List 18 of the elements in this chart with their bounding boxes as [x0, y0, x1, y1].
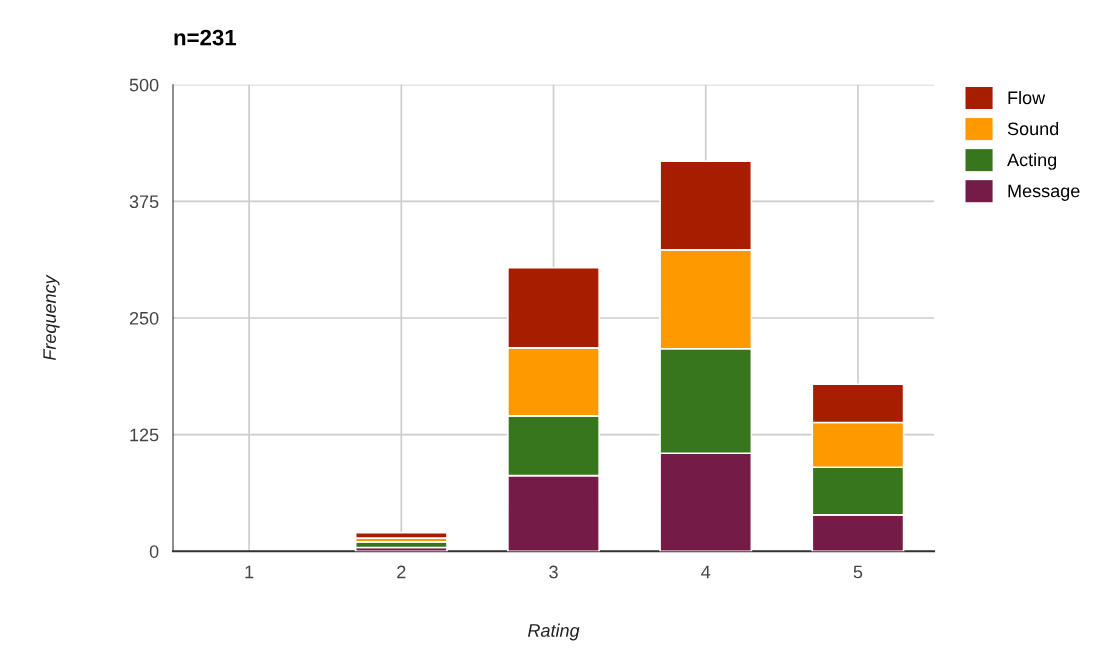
x-tick-label: 5	[853, 565, 863, 579]
legend-label: Message	[1008, 184, 1080, 201]
legend-label: Sound	[1007, 121, 1059, 136]
x-axis-title: Rating	[527, 623, 580, 641]
legend-label: Flow	[1008, 90, 1046, 105]
y-tick-label: 0	[149, 545, 159, 558]
x-tick-label: 3	[549, 565, 558, 579]
y-tick-label: 250	[129, 311, 159, 325]
bar	[354, 531, 448, 539]
x-tick-label: 2	[397, 565, 406, 579]
chart-title: n=231	[174, 29, 237, 46]
y-tick-label: 125	[130, 428, 159, 442]
y-tick-label: 375	[129, 195, 159, 209]
x-tick-label: 4	[701, 565, 711, 579]
y-tick-label: 500	[129, 78, 159, 92]
x-tick-label: 1	[245, 565, 254, 579]
y-axis-title: Frequency	[43, 274, 60, 361]
legend-label: Acting	[1007, 153, 1057, 170]
